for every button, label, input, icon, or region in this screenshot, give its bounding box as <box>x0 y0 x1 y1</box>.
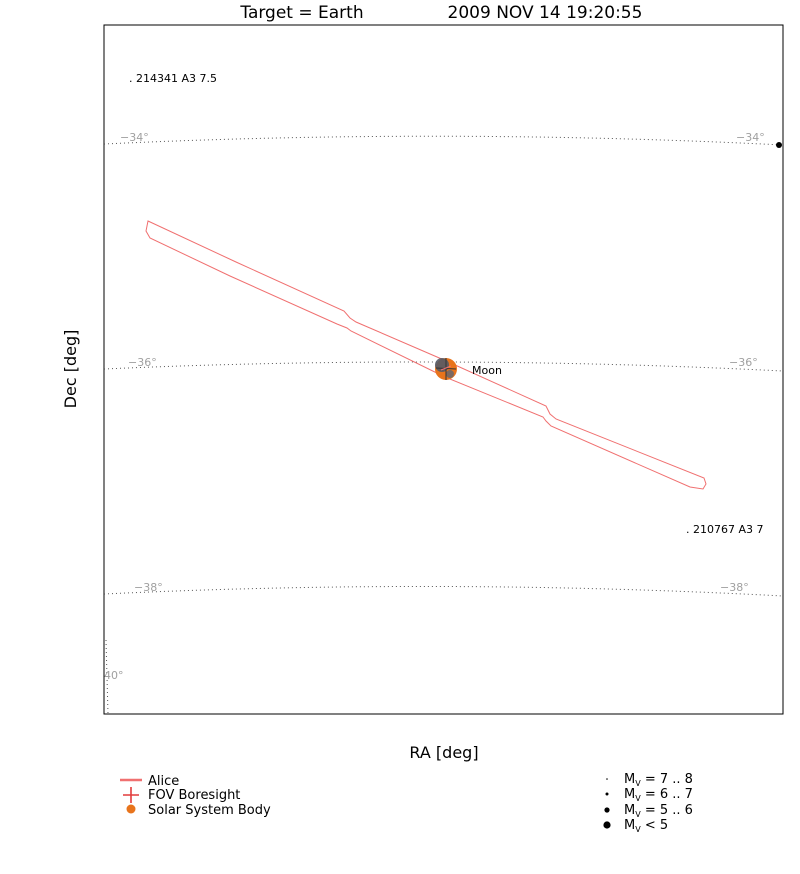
moon-body <box>435 358 457 380</box>
legend-boresight-label: FOV Boresight <box>148 788 240 803</box>
legend-mag-2: MV = 6 .. 7 <box>624 787 693 803</box>
star-label-214341: . 214341 A3 7.5 <box>129 72 217 85</box>
star-label-210767: . 210767 A3 7 <box>686 523 764 536</box>
title-time: 2009 NOV 14 19:20:55 <box>448 3 643 23</box>
dot-medium-icon <box>604 807 610 813</box>
dec-line-38 <box>103 585 784 597</box>
legend-body-label: Solar System Body <box>148 803 271 818</box>
x-axis-label: RA [deg] <box>409 743 478 762</box>
legend-mag-1: MV = 7 .. 8 <box>624 772 693 788</box>
orange-dot-icon <box>126 804 136 814</box>
legend-mag-4: MV < 5 <box>624 818 668 834</box>
dec-label-34-left: −34° <box>120 131 149 144</box>
dec-label-36-left: −36° <box>128 356 157 369</box>
alice-fov-outline <box>145 220 707 490</box>
legend-right: MV = 7 .. 8 MV = 6 .. 7 MV = 5 .. 6 MV <… <box>603 772 693 834</box>
ra-line-partial <box>105 639 109 715</box>
dec-line-34 <box>103 135 784 146</box>
legend-alice-label: Alice <box>148 774 179 789</box>
plus-icon <box>123 787 139 803</box>
plot-frame <box>103 24 784 715</box>
dot-small-icon <box>605 792 609 796</box>
dec-label-36-right: −36° <box>729 356 758 369</box>
dot-tiny-icon <box>606 778 608 780</box>
dec-label-34-right: −34° <box>736 131 765 144</box>
dot-large-icon <box>603 821 611 829</box>
y-axis-label: Dec [deg] <box>61 330 80 409</box>
legend-mag-3: MV = 5 .. 6 <box>624 803 693 819</box>
dec-label-40-partial: 40° <box>104 669 124 682</box>
moon-label: Moon <box>472 364 502 377</box>
title-target: Target = Earth <box>239 3 363 23</box>
legend-left: Alice FOV Boresight Solar System Body <box>120 774 271 818</box>
star-marker-bright <box>776 142 782 148</box>
dec-line-36 <box>103 361 784 372</box>
dec-label-38-right: −38° <box>720 581 749 594</box>
dec-label-38-left: −38° <box>134 581 163 594</box>
